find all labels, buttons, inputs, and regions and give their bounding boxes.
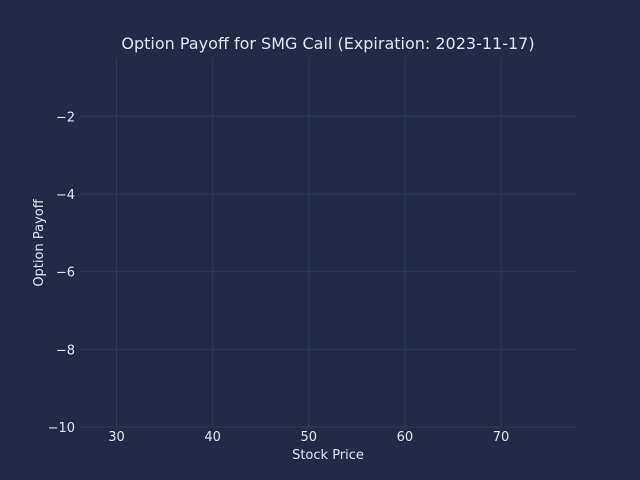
- x-tick-label: 60: [397, 430, 414, 445]
- x-axis-label: Stock Price: [292, 448, 364, 463]
- y-tick-label: −8: [56, 343, 75, 358]
- tick-labels: 30 40 50 60 70 −2 −4 −6 −8 −10: [48, 110, 510, 445]
- y-tick-label: −6: [56, 266, 75, 281]
- y-axis-label: Option Payoff: [32, 198, 47, 286]
- x-tick-label: 30: [108, 430, 125, 445]
- x-tick-label: 40: [204, 430, 221, 445]
- y-tick-label: −4: [56, 188, 75, 203]
- y-tick-label: −10: [48, 421, 75, 436]
- chart-title: Option Payoff for SMG Call (Expiration: …: [121, 34, 534, 53]
- y-tick-label: −2: [56, 110, 75, 125]
- x-tick-label: 70: [493, 430, 510, 445]
- x-tick-label: 50: [301, 430, 318, 445]
- grid-lines: [80, 58, 576, 428]
